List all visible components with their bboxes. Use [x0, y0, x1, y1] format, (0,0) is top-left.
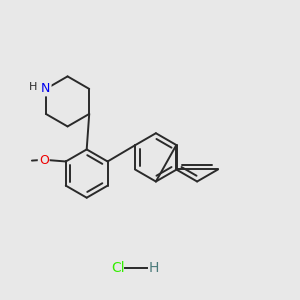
- Text: N: N: [41, 82, 51, 95]
- Text: H: H: [148, 261, 159, 275]
- Text: H: H: [29, 82, 38, 92]
- Text: Cl: Cl: [111, 261, 125, 275]
- Text: O: O: [39, 154, 49, 166]
